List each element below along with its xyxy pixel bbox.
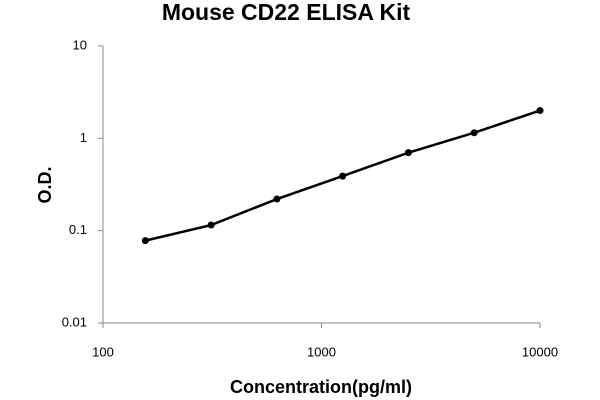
data-point bbox=[207, 221, 215, 229]
x-tick-label: 100 bbox=[92, 344, 114, 359]
y-tick-label: 0.01 bbox=[62, 314, 87, 329]
data-point bbox=[141, 237, 149, 245]
data-point bbox=[273, 195, 281, 203]
data-point bbox=[536, 107, 544, 115]
data-point bbox=[339, 172, 347, 180]
data-point bbox=[470, 129, 478, 137]
y-tick-label: 10 bbox=[73, 37, 87, 52]
y-tick-label: 1 bbox=[80, 130, 87, 145]
x-tick-label: 10000 bbox=[522, 344, 558, 359]
y-axis-label: O.D. bbox=[35, 166, 55, 203]
x-axis-label: Concentration(pg/ml) bbox=[230, 377, 412, 397]
x-tick-label: 1000 bbox=[307, 344, 336, 359]
y-tick-label: 0.1 bbox=[69, 222, 87, 237]
data-point bbox=[404, 149, 412, 157]
chart-title: Mouse CD22 ELISA Kit bbox=[162, 0, 411, 25]
